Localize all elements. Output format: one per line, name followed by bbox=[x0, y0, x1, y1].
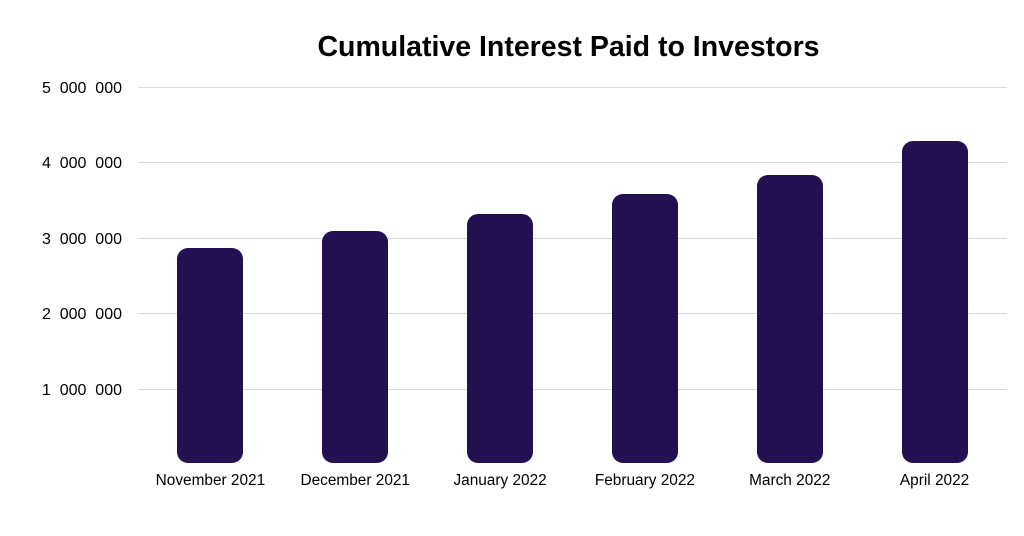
y-axis-tick-label: 2 000 000 bbox=[42, 306, 122, 324]
bar-february-2022 bbox=[611, 193, 678, 463]
gridline-1000000 bbox=[138, 388, 1007, 390]
x-axis-tick-label: December 2021 bbox=[300, 471, 410, 489]
gridline-4000000 bbox=[138, 162, 1007, 164]
bar-december-2021 bbox=[322, 231, 389, 463]
x-axis-tick-label: March 2022 bbox=[749, 471, 831, 489]
y-axis-tick-label: 4 000 000 bbox=[42, 155, 122, 173]
x-axis-tick-label: April 2022 bbox=[899, 471, 970, 489]
x-axis-tick-label: February 2022 bbox=[594, 471, 695, 489]
gridline-3000000 bbox=[138, 237, 1007, 239]
bar-march-2022 bbox=[756, 175, 823, 463]
chart-title: Cumulative Interest Paid to Investors bbox=[317, 30, 820, 63]
y-axis-tick-label: 5 000 000 bbox=[42, 80, 122, 97]
x-axis-tick-label: January 2022 bbox=[453, 471, 547, 489]
bar-april-2022 bbox=[901, 141, 968, 463]
y-axis-tick-label: 1 000 000 bbox=[42, 381, 122, 399]
gridline-5000000 bbox=[138, 87, 1007, 88]
bar-january-2022 bbox=[467, 213, 534, 463]
x-axis-tick-label: November 2021 bbox=[155, 471, 266, 489]
y-axis-tick-label: 3 000 000 bbox=[42, 230, 122, 248]
gridline-2000000 bbox=[138, 313, 1007, 315]
bar-november-2021 bbox=[177, 248, 244, 463]
